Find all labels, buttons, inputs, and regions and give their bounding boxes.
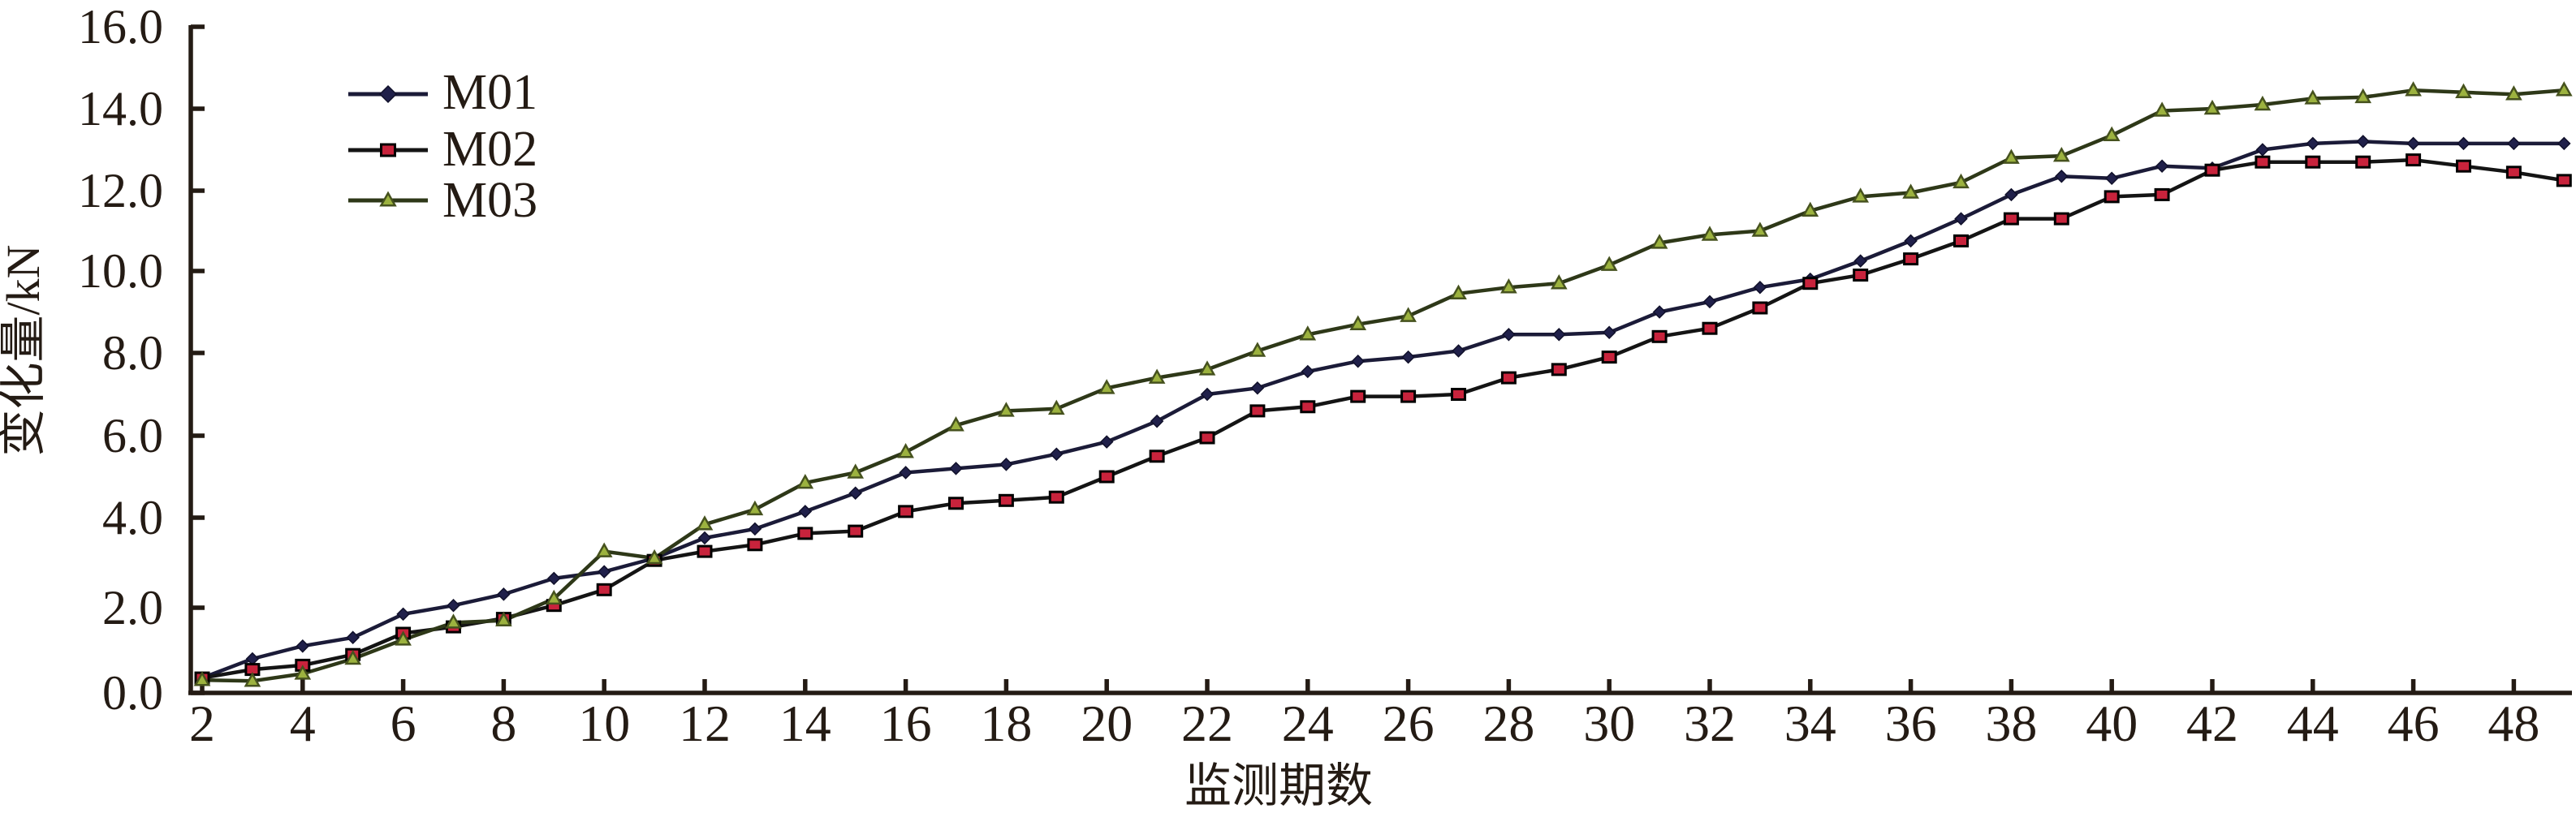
svg-text:10.0: 10.0 — [78, 244, 163, 298]
svg-text:18: 18 — [980, 695, 1032, 752]
svg-text:30: 30 — [1583, 695, 1635, 752]
svg-text:M01: M01 — [442, 65, 537, 120]
svg-text:22: 22 — [1181, 695, 1233, 752]
svg-text:M03: M03 — [442, 173, 537, 228]
svg-text:14.0: 14.0 — [78, 82, 163, 136]
svg-text:46: 46 — [2388, 695, 2440, 752]
svg-text:4: 4 — [290, 695, 316, 752]
svg-text:38: 38 — [1985, 695, 2037, 752]
svg-text:2: 2 — [189, 695, 215, 752]
svg-text:20: 20 — [1081, 695, 1133, 752]
svg-text:12: 12 — [679, 695, 731, 752]
svg-text:变化量/kN: 变化量/kN — [0, 244, 50, 456]
svg-text:32: 32 — [1684, 695, 1736, 752]
svg-text:16.0: 16.0 — [78, 0, 163, 54]
svg-text:34: 34 — [1784, 695, 1836, 752]
svg-text:6: 6 — [390, 695, 416, 752]
svg-text:16: 16 — [880, 695, 932, 752]
svg-text:44: 44 — [2287, 695, 2339, 752]
svg-text:4.0: 4.0 — [102, 491, 163, 544]
svg-text:8.0: 8.0 — [102, 326, 163, 380]
svg-text:14: 14 — [779, 695, 831, 752]
svg-text:0.0: 0.0 — [102, 666, 163, 720]
svg-text:监测期数: 监测期数 — [1184, 759, 1373, 809]
svg-text:28: 28 — [1482, 695, 1534, 752]
svg-text:36: 36 — [1885, 695, 1937, 752]
svg-text:8: 8 — [490, 695, 516, 752]
svg-text:42: 42 — [2186, 695, 2238, 752]
svg-text:40: 40 — [2086, 695, 2138, 752]
svg-text:6.0: 6.0 — [102, 409, 163, 462]
svg-text:10: 10 — [578, 695, 630, 752]
svg-text:26: 26 — [1383, 695, 1435, 752]
svg-text:2.0: 2.0 — [102, 581, 163, 634]
svg-text:48: 48 — [2488, 695, 2539, 752]
svg-text:M02: M02 — [442, 122, 537, 177]
svg-text:24: 24 — [1282, 695, 1334, 752]
svg-text:12.0: 12.0 — [78, 164, 163, 217]
